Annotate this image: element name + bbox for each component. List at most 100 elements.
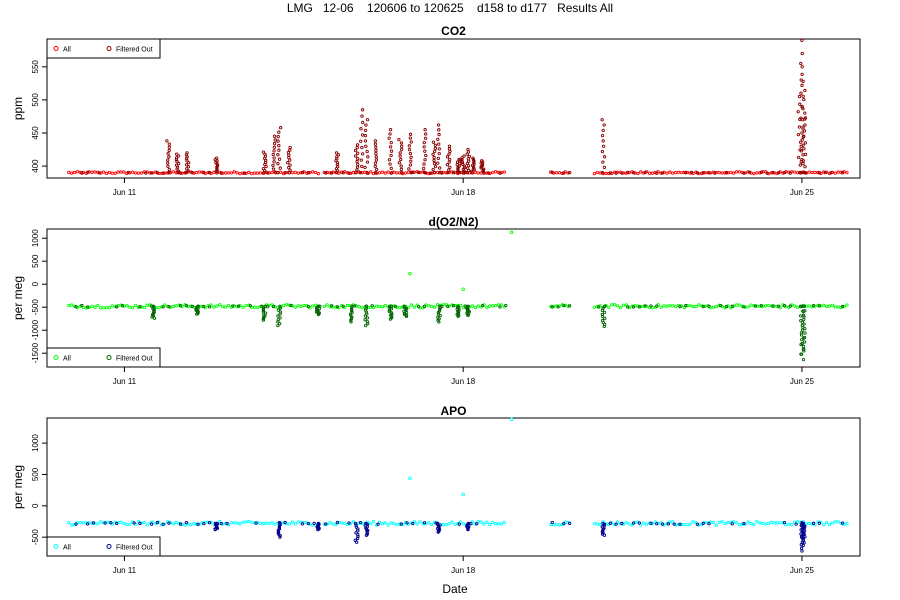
data-point-filtered	[803, 141, 807, 145]
data-point-filtered	[437, 147, 441, 151]
data-point-all	[412, 170, 416, 174]
data-point-filtered	[802, 129, 807, 133]
data-point-all	[412, 305, 416, 309]
data-point-filtered	[602, 155, 607, 159]
data-point-filtered	[186, 165, 191, 169]
data-point-filtered	[277, 525, 282, 530]
data-point-filtered	[562, 521, 566, 526]
data-point-all	[685, 170, 689, 174]
data-point-filtered	[649, 521, 653, 525]
data-point-filtered	[390, 171, 394, 175]
data-point-all	[139, 171, 144, 175]
data-point-all	[705, 171, 710, 175]
data-point-all	[145, 303, 149, 307]
data-point-filtered	[356, 529, 360, 533]
data-point-all	[221, 304, 225, 309]
data-point-all	[732, 171, 736, 175]
data-point-filtered	[799, 304, 803, 308]
data-point-all	[673, 304, 678, 308]
data-point-all	[380, 305, 385, 309]
data-point-filtered	[388, 317, 393, 321]
data-point-filtered	[215, 166, 219, 170]
data-point-filtered	[456, 314, 460, 319]
data-point-filtered	[185, 151, 189, 155]
data-point-all	[485, 305, 489, 310]
data-point-all	[377, 171, 382, 175]
data-point-filtered	[375, 167, 379, 172]
data-point-filtered	[800, 320, 805, 324]
data-point-filtered	[797, 125, 802, 129]
data-point-filtered	[422, 140, 426, 145]
data-point-filtered	[701, 171, 705, 175]
data-point-all	[273, 305, 277, 309]
data-point-filtered	[356, 533, 360, 537]
legend-marker-filtered	[106, 355, 112, 360]
data-point-filtered	[840, 304, 845, 309]
data-point-all	[270, 521, 274, 525]
data-point-filtered	[166, 158, 170, 162]
data-point-filtered	[424, 153, 428, 158]
data-point-filtered	[801, 313, 806, 317]
data-point-filtered	[306, 171, 310, 175]
data-point-filtered	[436, 530, 440, 534]
data-point-all	[633, 171, 637, 175]
data-point-all	[491, 170, 495, 175]
data-point-all	[284, 303, 289, 307]
data-point-filtered	[742, 305, 746, 309]
data-point-filtered	[167, 521, 171, 525]
data-point-filtered	[165, 139, 169, 143]
data-point-all	[409, 521, 414, 525]
data-point-filtered	[620, 171, 624, 175]
data-point-filtered	[480, 163, 485, 168]
data-point-all	[299, 304, 303, 309]
data-point-filtered	[467, 154, 471, 159]
data-point-filtered	[432, 158, 436, 163]
data-point-filtered	[176, 154, 181, 158]
data-point-filtered	[801, 143, 805, 147]
data-point-filtered	[91, 521, 96, 525]
data-point-filtered	[273, 138, 277, 142]
panel-title-2: d(O2/N2)	[428, 215, 478, 229]
data-point-filtered	[409, 155, 413, 159]
data-point-filtered	[97, 171, 101, 175]
data-point-all	[165, 171, 170, 175]
data-point-filtered	[803, 535, 807, 539]
data-point-filtered	[276, 139, 280, 143]
data-point-filtered	[316, 312, 321, 317]
data-point-filtered	[80, 303, 84, 308]
data-point-filtered	[360, 108, 365, 112]
data-point-all	[737, 303, 742, 307]
data-point-filtered	[562, 171, 566, 175]
data-point-filtered	[388, 162, 392, 166]
data-point-all	[99, 520, 103, 524]
data-point-filtered	[149, 171, 154, 175]
data-point-filtered	[800, 131, 804, 135]
data-point-filtered	[801, 357, 806, 362]
data-point-all	[133, 171, 138, 175]
data-point-all	[554, 171, 559, 175]
panel-frame-2	[46, 228, 861, 368]
data-point-filtered	[350, 309, 354, 313]
data-point-filtered	[801, 125, 805, 129]
data-point-filtered	[678, 522, 682, 526]
data-point-filtered	[360, 133, 365, 137]
data-point-all	[128, 522, 132, 527]
data-point-filtered	[811, 303, 816, 308]
data-point-filtered	[801, 344, 806, 349]
data-point-all	[430, 522, 434, 527]
data-point-all	[427, 304, 431, 308]
data-point-filtered	[335, 305, 340, 309]
data-point-all	[549, 170, 553, 174]
data-point-filtered	[261, 166, 266, 171]
data-point-filtered	[354, 523, 358, 527]
data-point-filtered	[202, 521, 206, 526]
data-point-filtered	[472, 160, 476, 165]
data-point-all	[822, 303, 826, 308]
data-point-all	[380, 170, 385, 174]
data-point-filtered	[550, 305, 554, 309]
x-axis-label: Date	[442, 582, 468, 596]
data-point-filtered	[689, 170, 694, 175]
data-point-filtered	[287, 166, 291, 170]
data-point-all	[386, 523, 390, 527]
data-point-all	[226, 171, 231, 175]
